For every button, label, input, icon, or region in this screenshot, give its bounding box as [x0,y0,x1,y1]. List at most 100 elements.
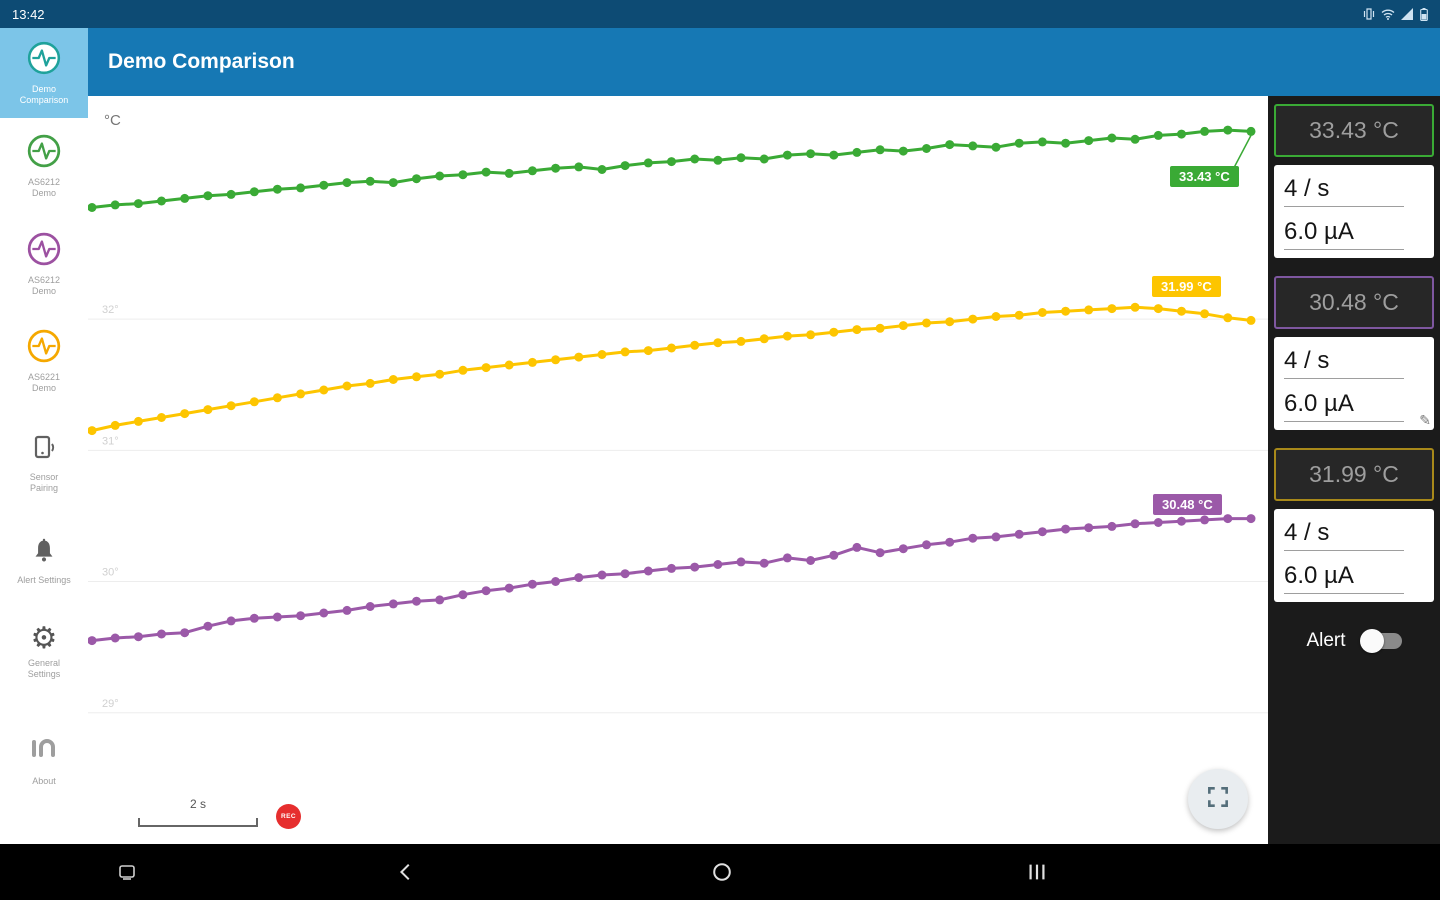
series-dot [1223,313,1233,323]
series-dot [898,321,908,331]
series-dot [110,420,120,430]
sidebar-item-as6221-demo[interactable]: AS6221 Demo [0,328,88,394]
series-dot [968,533,978,543]
sample-rate-field[interactable]: 4 / s [1284,347,1404,379]
rate-card[interactable]: 4 / s 6.0 µA [1274,165,1434,258]
edit-pencil-icon[interactable]: ✎ [1419,412,1431,428]
series-dot [133,199,143,209]
bell-icon [28,535,60,572]
series-dot [1246,126,1256,136]
series-dot [1107,521,1117,531]
sidebar-item-demo-comparison[interactable]: Demo Comparison [0,28,88,118]
series-dot [968,314,978,324]
alert-row: Alert [1272,629,1436,653]
series-dot [945,537,955,547]
series-dot [1037,527,1047,537]
cellular-icon [1401,8,1414,20]
series-dot [690,154,700,164]
sidebar-item-label: AS6221 Demo [27,372,61,393]
series-dot [88,426,97,436]
pulse-circle-icon [26,231,62,272]
series-dot [597,350,607,359]
series-dot [272,393,282,403]
series-dot [458,365,468,375]
series-dot [1223,125,1233,135]
sidebar-item-alert-settings[interactable]: Alert Settings [0,535,88,586]
temp-value: 31.99 °C [1309,461,1399,487]
series-dot [1153,518,1163,527]
series-dot [435,595,445,605]
series-dot [296,183,306,193]
battery-icon [1420,7,1428,21]
series-dot [736,153,746,163]
series-dot [713,560,723,569]
series-line [91,305,1252,433]
series-dot [991,532,1001,542]
y-tick-label: 31° [102,435,119,447]
android-nav-bar [0,844,1440,900]
fullscreen-button[interactable] [1188,769,1248,829]
series-dot [504,168,514,178]
series-dot [110,200,120,210]
series-dot [898,544,908,554]
series-dot [829,150,839,160]
temp-value: 33.43 °C [1309,117,1399,143]
sidebar-item-as6212-demo-green[interactable]: AS6212 Demo [0,133,88,199]
sensor-readout-panel: 33.43 °C 4 / s 6.0 µA 30.48 °C 4 / s 6.0… [1268,96,1440,844]
series-dot [435,171,445,181]
sample-rate-field[interactable]: 4 / s [1284,175,1404,207]
temp-card-yellow: 31.99 °C [1274,448,1434,501]
y-tick-label: 32° [102,304,119,316]
series-dot [620,569,630,579]
series-dot [759,154,769,164]
sidebar-item-sensor-pairing[interactable]: Sensor Pairing [0,430,88,494]
series-dot [968,141,978,151]
series-dot [551,163,561,173]
sidebar-item-about[interactable]: About [0,728,88,787]
series-dot [597,570,607,580]
series-dot [249,397,259,407]
sidebar-item-label: Alert Settings [17,575,71,585]
series-dot [875,548,885,558]
capture-toolbar-icon[interactable] [99,844,155,900]
alert-label: Alert [1306,630,1346,651]
rate-card[interactable]: 4 / s 6.0 µA [1274,509,1434,602]
series-dot [1084,523,1094,533]
current-field[interactable]: 6.0 µA [1284,390,1404,422]
series-dot [991,312,1001,321]
series-dot [412,596,421,606]
series-dot [388,178,398,188]
series-dot [296,611,306,621]
current-field[interactable]: 6.0 µA [1284,218,1404,250]
series-dot [226,616,236,626]
series-dot [504,583,514,593]
recents-icon[interactable] [1009,844,1065,900]
sidebar-item-general-settings[interactable]: ⚙ General Settings [0,623,88,680]
series-dot [782,150,792,160]
rec-indicator[interactable]: REC [276,804,301,829]
alert-toggle[interactable] [1359,629,1402,653]
ams-logo-icon [24,728,64,773]
series-dot [875,145,885,155]
chart-svg[interactable]: 32° 31° 30° 29° [88,96,1268,844]
series-dot [736,557,746,567]
series-dot [852,147,862,157]
sample-rate-field[interactable]: 4 / s [1284,519,1404,551]
series-value-badge: 31.99 °C [1152,276,1221,297]
sidebar-item-as6212-demo-purple[interactable]: AS6212 Demo [0,231,88,297]
series-dot [713,338,723,348]
back-icon[interactable] [378,844,434,900]
home-icon[interactable] [694,844,750,900]
temp-card-green: 33.43 °C [1274,104,1434,157]
page-title: Demo Comparison [108,50,295,73]
series-dot [829,550,839,560]
series-dot [412,372,421,382]
series-dot [597,165,607,174]
current-field[interactable]: 6.0 µA [1284,562,1404,594]
rate-card[interactable]: 4 / s 6.0 µA ✎ [1274,337,1434,430]
series-dot [690,562,700,572]
series-dot [1107,304,1117,314]
series-dot [527,357,537,367]
series-dot [1246,514,1256,524]
sidebar-item-label: Demo Comparison [19,84,69,105]
